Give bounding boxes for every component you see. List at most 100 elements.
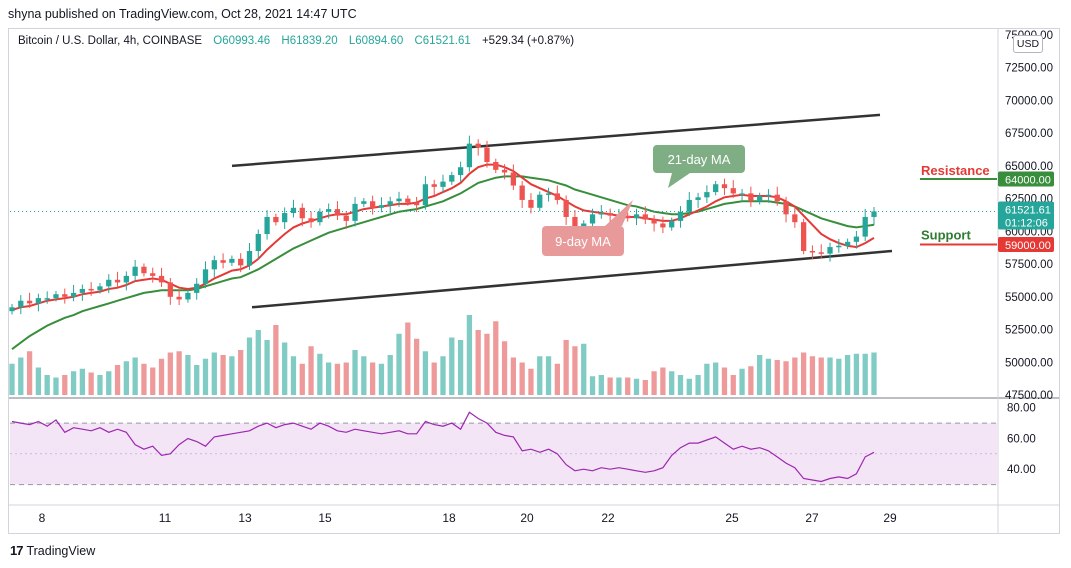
volume-bar: [431, 362, 437, 395]
time-tick-label: 13: [238, 511, 252, 525]
candle-body: [194, 283, 200, 293]
volume-bar: [422, 351, 429, 395]
candle-body: [282, 213, 288, 223]
candle-body: [79, 288, 86, 293]
candle-body: [844, 241, 851, 246]
volume-bar: [774, 360, 780, 395]
volume-bar: [334, 363, 341, 395]
volume-bar: [158, 358, 165, 395]
candle-body: [633, 214, 640, 219]
candle-body: [431, 184, 437, 187]
candle-body: [660, 223, 666, 228]
candle-body: [62, 294, 68, 297]
volume-bar: [501, 341, 508, 395]
candle-body: [202, 269, 209, 284]
support-price-badge: 59000.00: [998, 236, 1054, 252]
volume-bar: [361, 356, 367, 395]
volume-bar: [396, 333, 402, 395]
candle-body: [317, 211, 323, 223]
candle-body: [651, 219, 657, 224]
candle-body: [123, 275, 129, 283]
candle-body: [493, 161, 499, 170]
volume-bar: [757, 355, 763, 395]
volume-bar: [730, 375, 736, 395]
volume-bar: [800, 352, 807, 395]
rsi-tick-label: 80.00: [1007, 403, 1036, 415]
candle-body: [836, 245, 842, 248]
volume-bar: [792, 357, 798, 395]
footer-brand[interactable]: 17 TradingView: [10, 543, 95, 558]
current-price-badge-text: 01:12:06: [1005, 217, 1048, 229]
candle-body: [783, 201, 789, 215]
candle-body: [607, 213, 613, 216]
candle-body: [343, 215, 349, 221]
volume-bar: [255, 330, 261, 395]
price-channel: [231, 113, 893, 309]
candle-body: [774, 194, 780, 202]
volume-bar: [660, 367, 666, 395]
candle-body: [405, 198, 411, 203]
channel-lower-line: [251, 249, 893, 309]
volume-bar: [449, 337, 455, 395]
candle-body: [598, 213, 604, 215]
price-tick-label: 65000.00: [1005, 161, 1053, 173]
volume-bar: [484, 333, 490, 395]
candle-body: [9, 307, 15, 312]
candle-body: [871, 211, 877, 217]
candle-body: [387, 201, 393, 206]
volume-bar: [713, 362, 719, 395]
candle-body: [238, 258, 244, 266]
candle-body: [352, 203, 358, 221]
candle-body: [88, 288, 94, 291]
candle-body: [26, 300, 33, 304]
resistance-price-badge-text: 64000.00: [1005, 175, 1051, 187]
volume-bar: [123, 361, 129, 395]
volume-bar: [26, 351, 33, 395]
volume-bar: [528, 368, 534, 395]
volume-bar: [369, 362, 376, 395]
volume-bar: [475, 330, 481, 395]
volume-bar: [809, 356, 816, 395]
candle-body: [158, 275, 165, 283]
candle-body: [853, 236, 860, 242]
candle-body: [669, 220, 675, 228]
volume-bar: [317, 353, 323, 395]
volume-bar: [844, 355, 851, 395]
volume-bar: [211, 352, 217, 395]
volume-bar: [114, 365, 121, 395]
candle-body: [642, 214, 648, 220]
candle-body: [501, 169, 508, 173]
volume-bar: [554, 363, 560, 395]
candle-body: [273, 216, 279, 223]
volume-bar: [642, 380, 648, 395]
volume-bar: [669, 371, 675, 395]
volume-bar: [563, 340, 569, 395]
grid-layer: [9, 29, 1059, 533]
price-tick-label: 52500.00: [1005, 325, 1053, 337]
ma9-callout-bg: [542, 226, 624, 256]
candle-body: [510, 172, 517, 186]
candle-body: [361, 201, 367, 204]
ohlc-close: C61521.61: [414, 35, 471, 47]
volume-bar: [9, 363, 15, 395]
time-tick-label: 22: [601, 511, 615, 525]
volume-bar: [238, 350, 244, 395]
volume-bar: [246, 337, 253, 395]
price-tick-label: 72500.00: [1005, 63, 1053, 75]
annotations: Resistance Support 64000.00 61521.6101:12:0…: [10, 145, 1054, 256]
candle-body: [246, 251, 253, 266]
candle-body: [519, 185, 525, 200]
candle-body: [264, 216, 270, 234]
volume-bar: [18, 357, 24, 395]
candle-body: [545, 193, 552, 195]
candle-body: [730, 188, 736, 194]
candle-body: [334, 209, 341, 216]
volume-bar: [106, 371, 112, 395]
volume-bar: [273, 325, 279, 395]
candle-body: [695, 197, 701, 200]
volume-bar: [616, 377, 622, 395]
price-tick-label: 47500.00: [1005, 390, 1053, 402]
currency-button[interactable]: USD: [1013, 35, 1043, 53]
volume-bar: [202, 358, 209, 395]
